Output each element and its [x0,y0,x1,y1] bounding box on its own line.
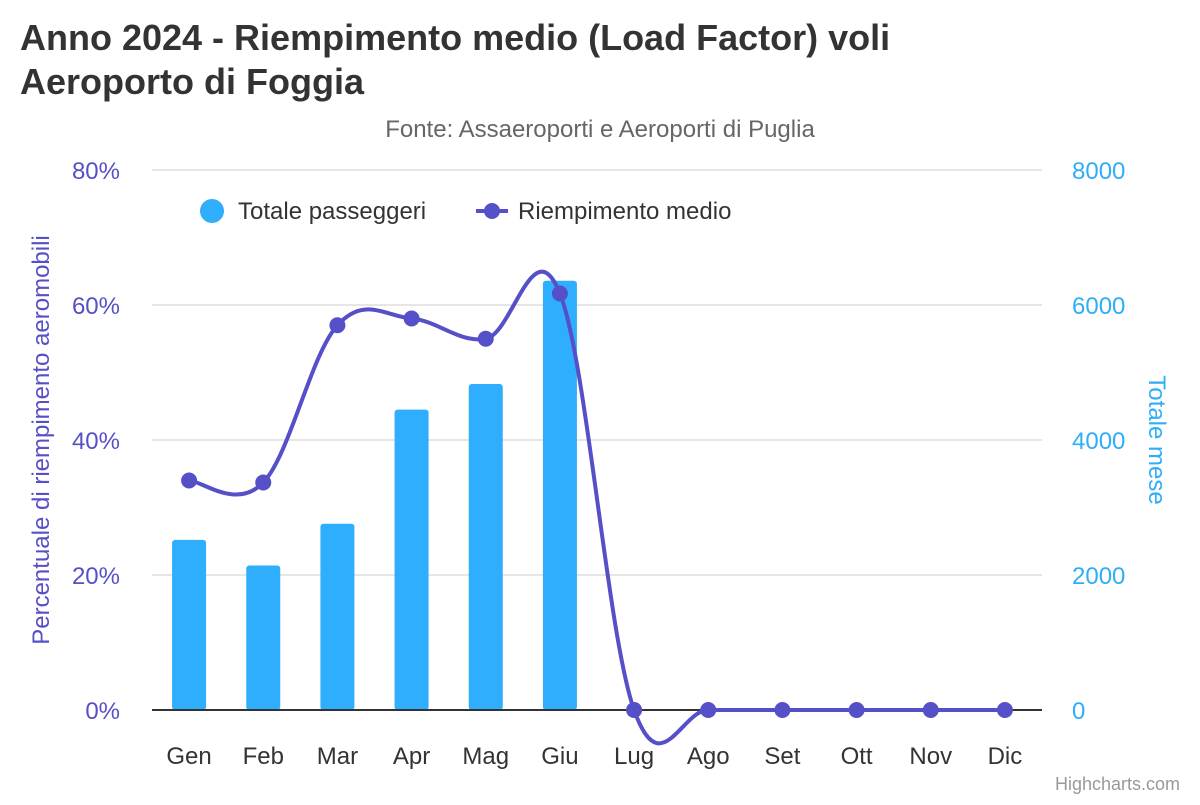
x-tick-label: Mag [462,743,509,770]
chart-title: Anno 2024 - Riempimento medio (Load Fact… [20,17,890,58]
left-tick-label: 40% [72,428,120,455]
left-axis-title: Percentuale di riempimento aeromobili [28,235,55,645]
right-tick-label: 2000 [1072,563,1125,590]
bar-apr[interactable] [394,409,429,710]
right-axis-title: Totale mese [1143,375,1170,504]
line-point-lug[interactable] [626,702,643,718]
legend[interactable]: Totale passeggeri Riempimento medio [200,198,731,225]
x-tick-label: Apr [393,743,430,770]
chart-title-line2: Aeroporto di Foggia [20,61,365,102]
legend-item-bar[interactable]: Totale passeggeri [200,198,426,225]
x-tick-label: Mar [317,743,358,770]
left-tick-label: 0% [85,698,120,725]
line-point-ago[interactable] [700,702,717,718]
x-tick-label: Ott [841,743,873,770]
x-axis-ticks: Gen Feb Mar Apr Mag Giu Lug Ago Set Ott Nov Dic [166,743,1022,770]
x-tick-label: Ago [687,743,730,770]
bar-mag[interactable] [468,383,503,710]
legend-bar-marker [200,199,224,223]
chart-subtitle: Fonte: Assaeroporti e Aeroporti di Pugli… [385,116,815,143]
left-tick-label: 60% [72,293,120,320]
legend-line-label: Riempimento medio [518,198,731,225]
line-point-mag[interactable] [477,330,494,347]
legend-item-line[interactable]: Riempimento medio [476,198,731,225]
right-tick-label: 4000 [1072,428,1125,455]
line-series [181,270,1013,746]
legend-bar-label: Totale passeggeri [238,198,426,225]
x-tick-label: Dic [988,743,1023,770]
credits-link[interactable]: Highcharts.com [1055,774,1180,794]
line-path [188,270,1005,746]
x-tick-label: Feb [243,743,284,770]
right-tick-label: 6000 [1072,293,1125,320]
x-tick-label: Gen [166,743,211,770]
line-point-mar[interactable] [329,317,346,334]
bar-series [172,280,577,710]
line-point-giu[interactable] [551,285,568,302]
line-point-feb[interactable] [255,474,272,491]
line-point-ott[interactable] [848,702,865,718]
bar-mar[interactable] [320,523,355,710]
left-tick-label: 20% [72,563,120,590]
bar-gen[interactable] [172,539,207,710]
right-tick-label: 8000 [1072,158,1125,185]
left-tick-label: 80% [72,158,120,185]
line-point-set[interactable] [774,702,791,718]
right-tick-label: 0 [1072,698,1085,725]
x-tick-label: Giu [541,743,578,770]
bar-feb[interactable] [246,565,281,710]
line-point-apr[interactable] [403,310,420,327]
line-point-dic[interactable] [996,702,1013,718]
line-point-gen[interactable] [181,472,198,489]
legend-line-marker [484,203,500,219]
line-point-nov[interactable] [922,702,939,718]
left-axis-ticks: 0% 20% 40% 60% 80% [72,158,120,725]
x-tick-label: Lug [614,743,654,770]
x-tick-label: Nov [909,743,952,770]
gridlines [152,169,1042,576]
bar-giu[interactable] [542,280,577,710]
x-tick-label: Set [764,743,800,770]
right-axis-ticks: 0 2000 4000 6000 8000 [1072,158,1125,725]
